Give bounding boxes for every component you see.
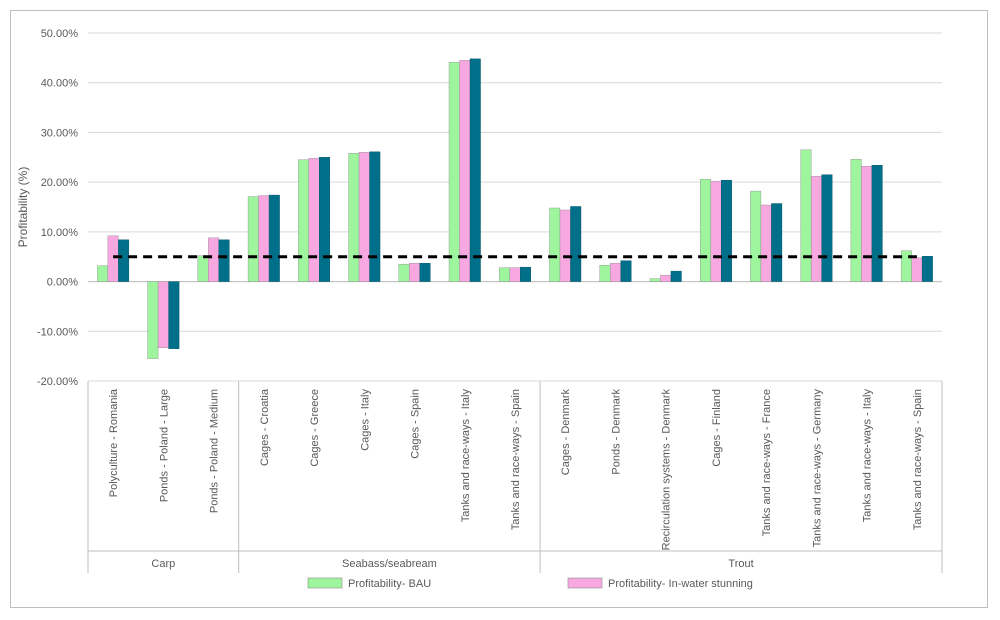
x-tick-label: Tanks and race-ways - Italy [862, 389, 874, 523]
bar [800, 149, 812, 282]
bar [509, 267, 521, 282]
bar [107, 235, 119, 282]
bar [97, 265, 109, 282]
x-tick-label: Polyculture - Romania [108, 388, 120, 497]
bar [118, 239, 130, 282]
bar [247, 196, 259, 282]
group-label: Trout [728, 558, 753, 570]
x-tick-label: Ponds - Poland - Large [158, 389, 170, 502]
x-tick-label: Tanks and race-ways - Italy [460, 389, 472, 523]
y-tick-label: 0.00% [47, 277, 78, 289]
bar [298, 159, 310, 282]
bar [218, 239, 230, 282]
x-tick-label: Cages - Spain [410, 389, 422, 459]
x-tick-label: Cages - Finland [711, 389, 723, 467]
y-tick-label: 30.00% [41, 127, 79, 139]
profitability-chart: -20.00% -10.00% 0.00% 10.00% 20.00% 30.00% 40.… [16, 28, 943, 590]
bar [197, 255, 209, 282]
bar [911, 257, 923, 282]
y-tick-label: 40.00% [41, 78, 79, 90]
bar [649, 278, 661, 282]
bar [319, 157, 331, 282]
bar [499, 267, 510, 282]
bar [369, 151, 381, 282]
bar [459, 60, 471, 282]
bar [409, 262, 420, 282]
legend-entry: Profitability- BAU [348, 578, 431, 590]
bar [520, 266, 531, 282]
group-label: Seabass/seabream [342, 558, 437, 570]
bar [610, 262, 621, 282]
bar [620, 260, 632, 282]
x-tick-label: Cages - Denmark [560, 389, 572, 476]
bar [599, 264, 611, 282]
bar [670, 270, 682, 282]
bar [398, 263, 410, 282]
legend-swatch [567, 577, 603, 589]
bar [760, 204, 772, 282]
legend-entry: Profitability- In-water stunning [608, 578, 753, 590]
bar [549, 207, 561, 282]
x-tick-label: Tanks and race-ways - France [761, 389, 773, 536]
y-tick-label: 20.00% [41, 177, 79, 189]
bar [850, 159, 862, 282]
bar [268, 194, 280, 282]
x-tick-label: Cages - Italy [359, 389, 371, 451]
x-tick-label: Tanks and race-ways - Spain [510, 389, 522, 530]
x-tick-label: Tanks and race-ways - Spain [912, 389, 924, 530]
bar [861, 166, 873, 282]
bar [147, 281, 159, 359]
bar [821, 174, 833, 282]
bar [208, 237, 220, 282]
x-tick-label: Recirculation systems - Denmark [661, 389, 673, 551]
bar [157, 281, 169, 348]
y-tick-label: -10.00% [37, 326, 78, 338]
x-tick-label: Ponds - Poland - Medium [209, 389, 221, 513]
y-tick-label: 10.00% [41, 227, 79, 239]
group-label: Carp [151, 558, 175, 570]
bar [921, 256, 933, 282]
bar [348, 153, 360, 282]
x-tick-label: Cages - Croatia [259, 388, 271, 466]
y-axis-title: Profitability (%) [16, 167, 30, 248]
x-tick-label: Tanks and race-ways - Germany [811, 389, 823, 548]
bar [448, 62, 460, 282]
chart-frame: -20.00% -10.00% 0.00% 10.00% 20.00% 30.00% 40.… [10, 10, 988, 608]
y-tick-label: 50.00% [41, 28, 79, 40]
bar [720, 179, 732, 282]
bar [570, 206, 582, 282]
bar [810, 175, 822, 282]
bar [358, 152, 370, 282]
bar [308, 158, 320, 282]
bar [258, 195, 270, 282]
bar [710, 180, 722, 282]
bar [699, 178, 711, 282]
bar [559, 209, 571, 282]
bar [419, 262, 431, 282]
bar [771, 203, 783, 282]
legend-swatch [307, 577, 343, 589]
y-tick-label: -20.00% [37, 376, 78, 388]
bar [469, 58, 481, 282]
bar [168, 281, 180, 349]
bar [660, 274, 672, 282]
bar [871, 165, 883, 282]
x-tick-label: Cages - Greece [309, 389, 321, 467]
x-tick-label: Ponds - Denmark [610, 389, 622, 475]
bar [750, 190, 762, 282]
